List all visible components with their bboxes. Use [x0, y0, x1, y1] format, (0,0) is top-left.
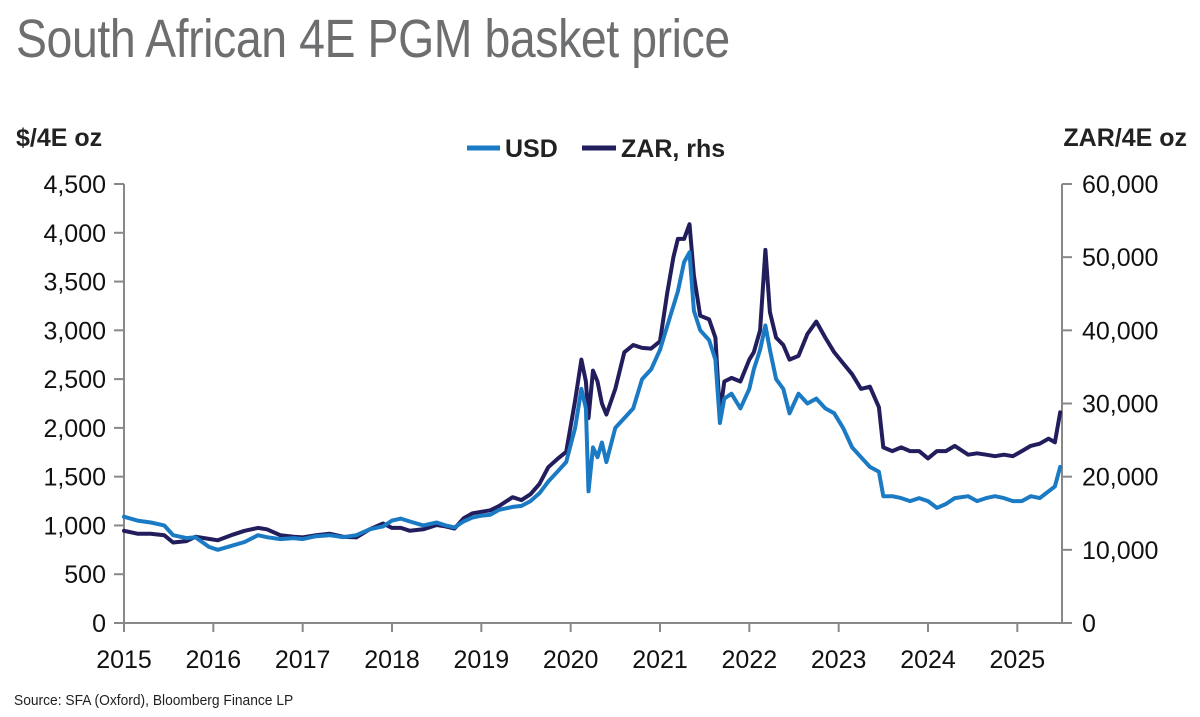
x-tick-label: 2018: [364, 646, 420, 674]
legend: USD ZAR, rhs: [467, 135, 725, 163]
legend-label-zar: ZAR, rhs: [621, 135, 725, 163]
right-tick-label: 0: [1082, 610, 1096, 638]
axes: 0 500 1,000 1,500 2,000 2,500 3,000 3,500 4,000 4…: [43, 171, 1158, 674]
x-tick-label: 2025: [990, 646, 1046, 674]
x-tick-label: 2022: [722, 646, 778, 674]
source-note: Source: SFA (Oxford), Bloomberg Finance …: [14, 692, 294, 709]
left-tick-label: 2,500: [43, 366, 106, 394]
right-tick-label: 40,000: [1082, 317, 1158, 345]
series-layer: [122, 222, 1063, 552]
left-tick-label: 3,000: [43, 317, 106, 345]
x-tick-label: 2017: [275, 646, 331, 674]
left-tick-label: 4,500: [43, 171, 106, 199]
x-tick-label: 2024: [900, 646, 956, 674]
x-tick-label: 2019: [454, 646, 510, 674]
left-tick-label: 1,000: [43, 512, 106, 540]
right-tick-label: 60,000: [1082, 171, 1158, 199]
left-tick-label: 3,500: [43, 269, 106, 297]
x-tick-label: 2021: [632, 646, 688, 674]
left-tick-label: 2,000: [43, 415, 106, 443]
left-tick-label: 500: [64, 561, 106, 589]
left-tick-label: 4,000: [43, 220, 106, 248]
x-tick-label: 2023: [811, 646, 867, 674]
left-tick-label: 1,500: [43, 464, 106, 492]
left-axis-label: $/4E oz: [16, 124, 102, 152]
x-tick-label: 2020: [543, 646, 599, 674]
series-usd-line: [122, 250, 1063, 552]
series-zar-line: [122, 222, 1063, 545]
right-axis-label: ZAR/4E oz: [1063, 124, 1187, 152]
x-tick-label: 2015: [96, 646, 152, 674]
right-tick-label: 50,000: [1082, 244, 1158, 272]
legend-label-usd: USD: [505, 135, 558, 163]
x-tick-label: 2016: [186, 646, 242, 674]
left-tick-label: 0: [92, 610, 106, 638]
right-tick-label: 10,000: [1082, 537, 1158, 565]
right-tick-label: 30,000: [1082, 391, 1158, 419]
chart-title: South African 4E PGM basket price: [16, 9, 730, 69]
right-tick-label: 20,000: [1082, 464, 1158, 492]
